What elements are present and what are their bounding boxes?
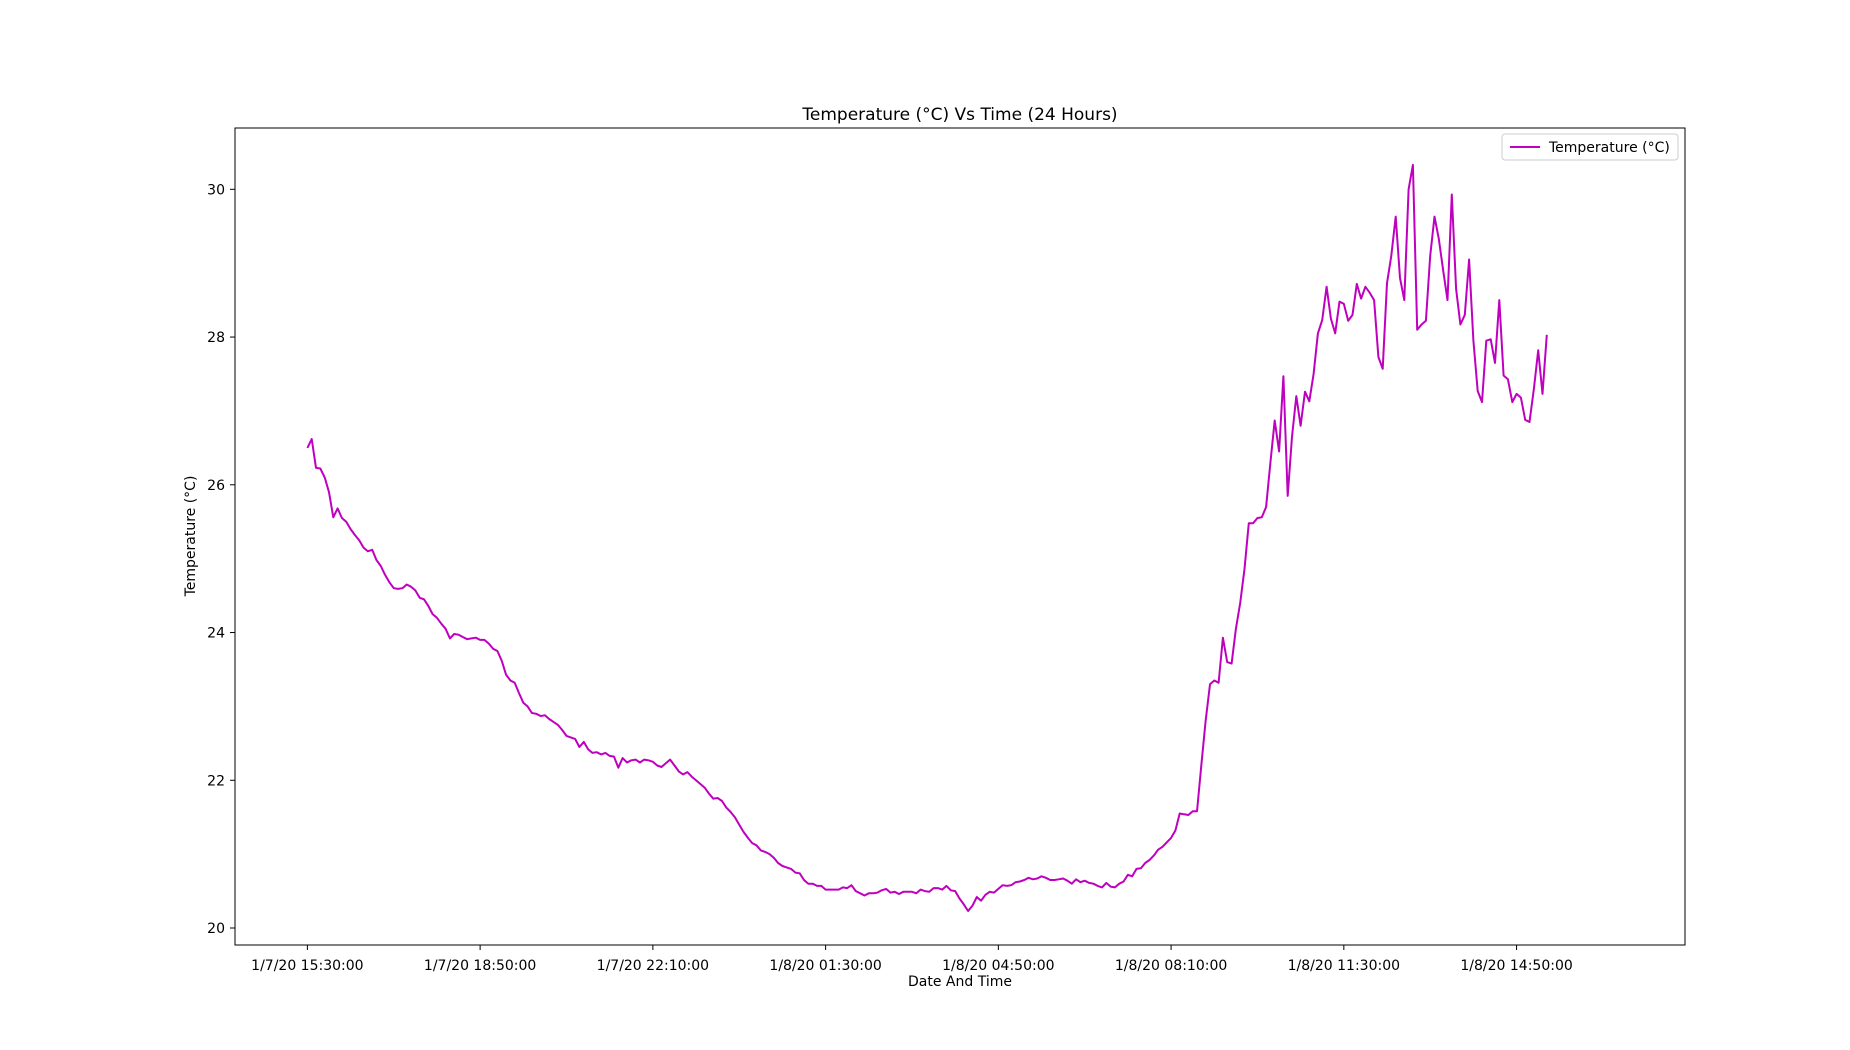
y-tick-label: 20 [207,921,225,937]
x-tick-label: 1/8/20 11:30:00 [1288,958,1400,974]
legend-label-temperature: Temperature (°C) [1548,140,1670,156]
x-tick-label: 1/7/20 15:30:00 [251,958,363,974]
x-axis: 1/7/20 15:30:00 1/7/20 18:50:00 1/7/20 22:… [251,945,1573,974]
y-tick-label: 26 [207,478,225,494]
chart-title: Temperature (°C) Vs Time (24 Hours) [801,105,1117,125]
legend: Temperature (°C) [1501,133,1679,161]
plot-area [306,163,1548,912]
x-tick-label: 1/7/20 18:50:00 [424,958,536,974]
x-tick-label: 1/8/20 14:50:00 [1460,958,1572,974]
x-tick-label: 1/7/20 22:10:00 [597,958,709,974]
legend-box [1501,133,1679,161]
y-tick-label: 30 [207,182,225,198]
series-line-temperature [306,163,1548,912]
x-tick-label: 1/8/20 04:50:00 [942,958,1054,974]
x-tick-label: 1/8/20 08:10:00 [1115,958,1227,974]
y-tick-label: 24 [207,626,225,642]
y-axis-label: Temperature (°C) [183,476,199,598]
x-tick-label: 1/8/20 01:30:00 [769,958,881,974]
y-tick-label: 28 [207,330,225,346]
y-tick-label: 22 [207,773,225,789]
y-axis: 20 22 24 26 28 30 [207,182,235,937]
x-axis-label: Date And Time [908,974,1012,990]
axes-frame [234,127,1686,946]
